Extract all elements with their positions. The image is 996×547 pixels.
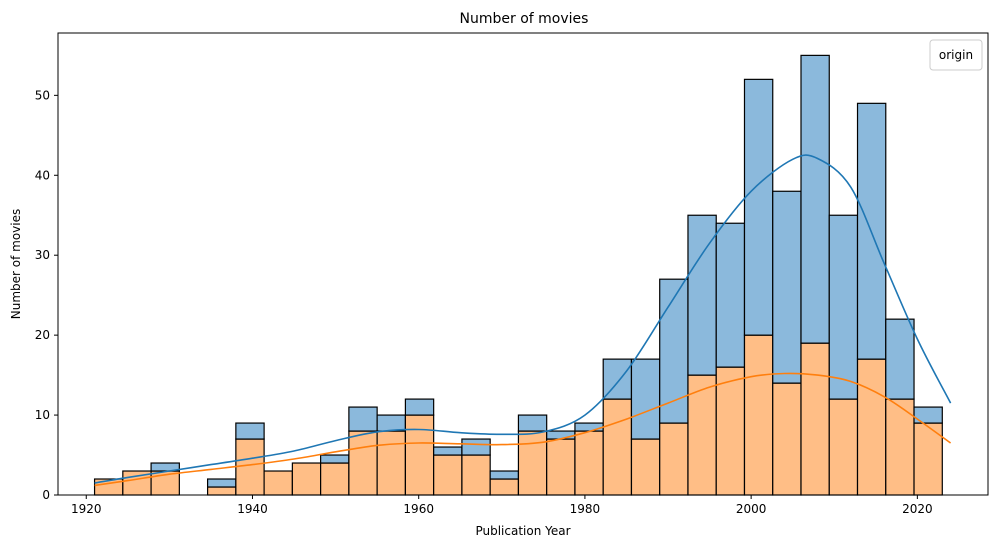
y-axis-label: Number of movies [9,209,23,320]
x-tick-label: 2000 [736,502,767,516]
bar-series-1-bin-17 [574,422,604,432]
legend-title: origin [939,48,973,62]
kde-lines [94,154,952,487]
bar-series-0-bin-16 [546,438,576,496]
bar-series-1-bin-16 [546,430,576,440]
bar-series-0-bin-4 [206,486,237,496]
bar-series-1-bin-9 [348,406,378,432]
y-axis-ticks: 0 10 20 30 40 50 [35,88,58,502]
bar-series-0-bin-9 [348,430,378,496]
bar-series-0-bin-12 [433,454,463,496]
x-tick-label: 2020 [902,502,933,516]
bar-series-1-bin-4 [206,478,237,488]
bar-series-1-bin-24 [772,190,802,384]
bar-series-1-bin-11 [404,398,435,416]
bar-series-1-bin-22 [715,222,746,368]
bar-series-1-bin-5 [235,422,265,440]
bar-series-0-bin-24 [772,382,802,496]
bar-series-1-bin-26 [828,214,859,400]
bar-series-0-bin-17 [574,430,604,496]
bar-series-0-bin-20 [659,422,689,496]
bar-series-0-bin-13 [461,454,491,496]
bar-series-1-bin-20 [659,278,689,424]
y-tick-label: 10 [35,408,50,422]
chart-title: Number of movies [460,11,589,27]
bar-series-0-bin-7 [291,462,322,496]
bar-series-1-bin-14 [489,470,520,480]
plot-frame [57,32,989,496]
y-tick-label: 50 [35,88,50,102]
bar-series-0-bin-27 [856,358,887,496]
bar-series-1-bin-23 [743,78,774,336]
bar-series-0-bin-29 [913,422,943,496]
bar-series-0-bin-11 [404,414,435,496]
x-tick-label: 1960 [403,502,434,516]
bar-series-0-bin-21 [687,374,717,496]
bar-series-0-bin-23 [743,334,774,496]
x-tick-label: 1980 [570,502,601,516]
bar-series-0-bin-26 [828,398,859,496]
bar-series-1-bin-8 [320,454,350,464]
y-tick-label: 20 [35,328,50,342]
bar-series-0-bin-19 [630,438,661,496]
bar-series-0-bin-8 [320,462,350,496]
bar-series-1-bin-13 [461,438,491,456]
bar-series-0-bin-6 [263,470,293,496]
y-tick-label: 40 [35,168,50,182]
y-tick-label: 0 [42,488,50,502]
legend: origin [929,39,983,71]
legend-box [929,39,983,71]
bar-series-0-bin-15 [517,430,548,496]
bar-series-1-bin-12 [433,446,463,456]
x-tick-label: 1920 [71,502,102,516]
bar-series-1-bin-19 [630,358,661,440]
kde-line-0 [94,154,952,484]
bar-series-0-bin-5 [235,438,265,496]
bar-series-1-bin-15 [517,414,548,432]
bar-series-0-bin-18 [602,398,633,496]
x-tick-label: 1940 [237,502,268,516]
kde-line-1 [94,372,952,487]
bar-series-0-bin-10 [376,430,406,496]
bar-series-1-bin-28 [885,318,915,400]
bar-series-0-bin-25 [800,342,830,496]
bar-series-0-bin-14 [489,478,520,496]
bar-series-1-bin-25 [800,54,830,344]
bar-series-0-bin-22 [715,366,746,496]
x-axis-ticks: 1920 1940 1960 1980 2000 2020 [71,495,933,516]
x-axis-label: Publication Year [475,524,570,538]
bar-series-1-bin-10 [376,414,406,432]
bar-series-1-bin-29 [913,406,943,424]
histogram-bars [93,54,943,496]
y-tick-label: 30 [35,248,50,262]
